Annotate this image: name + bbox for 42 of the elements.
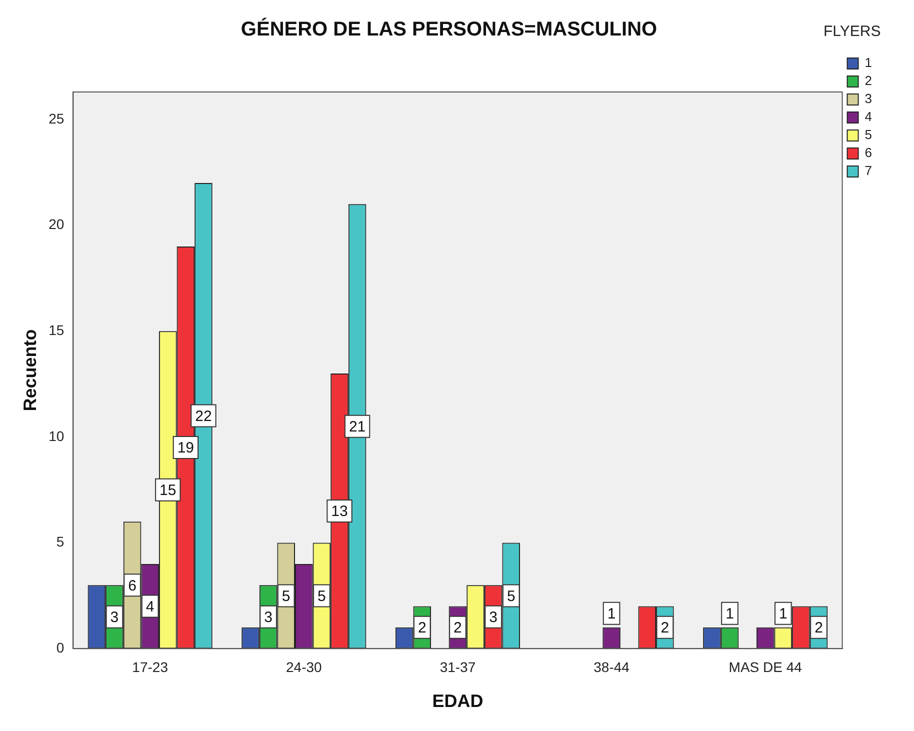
- data-label: 22: [195, 408, 212, 425]
- x-tick-label: 31-37: [440, 658, 476, 675]
- x-tick-label: 24-30: [286, 658, 322, 675]
- data-label: 2: [660, 620, 670, 637]
- data-label: 1: [607, 606, 616, 623]
- data-label: 5: [318, 588, 326, 605]
- data-label: 15: [160, 482, 176, 500]
- chart-title: GÉNERO DE LAS PERSONAS=MASCULINO: [240, 18, 658, 41]
- data-label: 2: [418, 620, 426, 637]
- x-tick-label: MAS DE 44: [728, 658, 802, 675]
- legend-label: 2: [864, 73, 872, 88]
- data-label: 5: [282, 588, 290, 605]
- legend-title: FLYERS: [824, 23, 881, 40]
- data-label: 4: [146, 598, 154, 616]
- x-tick-label: 17-23: [132, 658, 168, 675]
- legend-label: 5: [864, 127, 872, 142]
- legend-label: 4: [864, 109, 872, 124]
- data-label: 3: [110, 608, 119, 626]
- data-label: 2: [814, 620, 823, 637]
- y-tick-label: 0: [56, 639, 64, 656]
- data-label: 13: [331, 503, 348, 520]
- y-tick-label: 25: [48, 110, 64, 126]
- y-tick-label: 15: [48, 322, 64, 338]
- legend-label: 3: [864, 91, 872, 106]
- x-axis-title: EDAD: [432, 691, 484, 712]
- legend-label: 6: [864, 145, 872, 160]
- y-tick-label: 10: [48, 428, 64, 444]
- data-label: 21: [348, 418, 366, 436]
- data-label: 3: [489, 608, 498, 626]
- data-label: 3: [264, 608, 272, 626]
- x-tick-label: 38-44: [594, 658, 630, 675]
- legend-label: 7: [864, 163, 872, 178]
- y-tick-label: 20: [48, 216, 64, 232]
- data-label: 2: [454, 620, 462, 637]
- data-label: 6: [128, 577, 136, 594]
- y-tick-label: 5: [56, 534, 64, 550]
- data-label: 19: [177, 440, 194, 457]
- data-label: 5: [506, 588, 516, 605]
- legend-label: 1: [864, 55, 872, 70]
- y-axis-title: Recuento: [20, 329, 40, 412]
- data-label: 1: [726, 606, 734, 623]
- data-label: 1: [778, 606, 788, 623]
